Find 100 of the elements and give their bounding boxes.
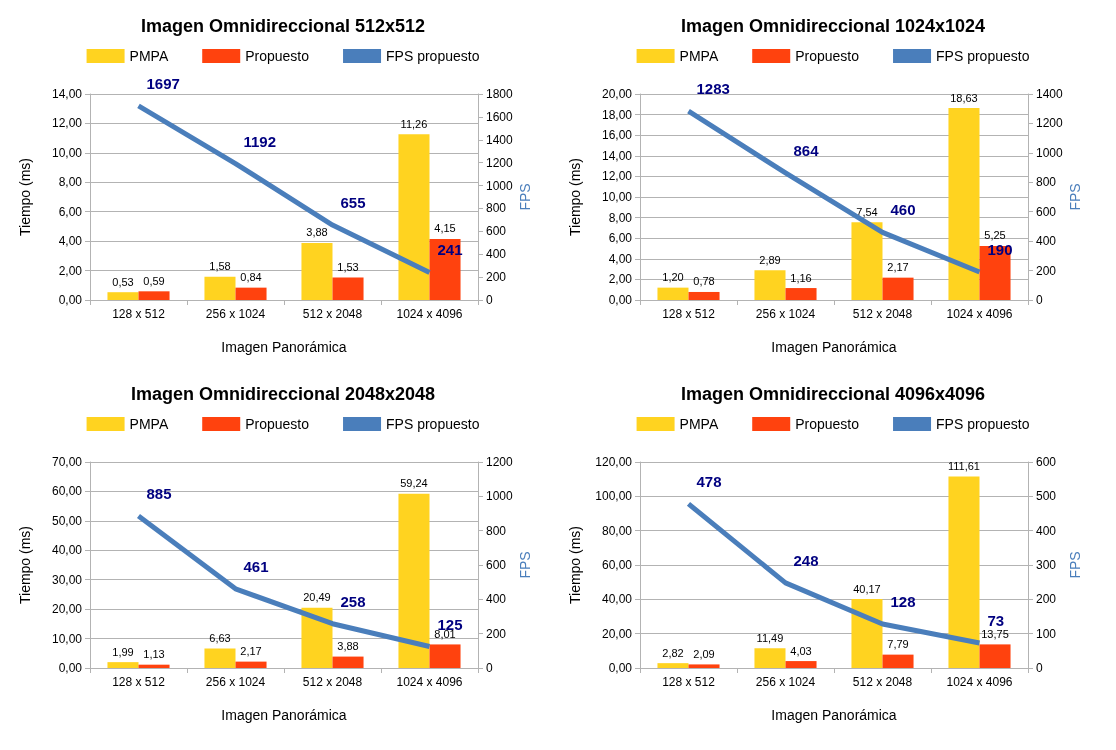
y-tick-label: 70,00 xyxy=(51,455,83,469)
y2-tick-label: 600 xyxy=(1036,204,1057,219)
y-tick-label: 2,00 xyxy=(58,263,83,278)
bar xyxy=(688,291,720,300)
y-tick-label: 0,00 xyxy=(608,661,633,675)
y-tick-label: 120,00 xyxy=(595,455,633,469)
y-tick-label: 10,00 xyxy=(601,190,633,204)
x-tick-label: 512 x 2048 xyxy=(852,307,913,321)
data-label: 18,63 xyxy=(950,91,978,104)
y2-tick-label: 300 xyxy=(1036,558,1057,572)
y2-tick-label: 200 xyxy=(486,626,507,641)
x-tick-label: 128 x 512 xyxy=(662,307,716,321)
y-tick-label: 80,00 xyxy=(601,523,633,538)
data-label: 1283 xyxy=(696,80,730,98)
data-label: 11,49 xyxy=(756,631,784,644)
data-label: 111,61 xyxy=(947,459,980,472)
y-tick-label: 0,00 xyxy=(608,293,633,307)
data-label: 0,84 xyxy=(240,271,262,284)
bar xyxy=(204,648,236,668)
data-label: 864 xyxy=(793,141,820,159)
data-label: 461 xyxy=(243,557,269,575)
y-tick-label: 20,00 xyxy=(51,602,83,617)
data-label: 1,58 xyxy=(209,260,231,273)
bar xyxy=(785,661,817,668)
data-label: 1192 xyxy=(243,132,277,150)
y2-tick-label: 200 xyxy=(1036,592,1057,607)
bar xyxy=(107,292,139,300)
chart-title: Imagen Omnidireccional 2048x2048 xyxy=(130,384,436,404)
data-label: 1,53 xyxy=(337,260,359,273)
y-tick-label: 50,00 xyxy=(51,513,83,528)
x-tick-label: 512 x 2048 xyxy=(302,307,363,321)
x-tick-label: 256 x 1024 xyxy=(755,675,816,689)
bar xyxy=(429,644,461,668)
y2-tick-label: 600 xyxy=(486,224,507,239)
y-tick-label: 60,00 xyxy=(51,484,83,499)
y2-tick-label: 800 xyxy=(1036,175,1057,190)
data-label: 3,88 xyxy=(337,640,359,653)
legend-label: FPS propuesto xyxy=(936,48,1030,64)
y2-tick-label: 200 xyxy=(486,270,507,285)
bar xyxy=(657,287,689,300)
data-label: 2,09 xyxy=(693,647,715,660)
y-tick-label: 20,00 xyxy=(601,87,633,101)
bar xyxy=(851,599,883,668)
data-label: 7,79 xyxy=(887,638,909,651)
data-label: 6,63 xyxy=(209,631,231,644)
x-tick-label: 512 x 2048 xyxy=(852,675,913,689)
y-tick-label: 14,00 xyxy=(601,148,633,163)
y-tick-label: 0,00 xyxy=(58,293,83,307)
bar xyxy=(398,134,430,300)
data-label: 258 xyxy=(340,592,366,610)
data-label: 128 xyxy=(890,593,916,611)
x-tick-label: 1024 x 4096 xyxy=(396,675,463,689)
y2-tick-label: 1200 xyxy=(486,155,514,170)
x-tick-label: 128 x 512 xyxy=(112,675,166,689)
y2-tick-label: 400 xyxy=(1036,234,1057,249)
y-tick-label: 2,00 xyxy=(608,272,633,287)
y2-tick-label: 400 xyxy=(486,247,507,262)
data-label: 1,99 xyxy=(112,645,134,658)
y-tick-label: 40,00 xyxy=(601,592,633,607)
x-tick-label: 1024 x 4096 xyxy=(946,675,1013,689)
bar xyxy=(301,607,333,668)
x-tick-label: 1024 x 4096 xyxy=(946,307,1013,321)
bar xyxy=(979,644,1011,668)
y2-tick-label: 100 xyxy=(1036,626,1057,641)
y-axis-title: Tiempo (ms) xyxy=(567,525,583,605)
bar xyxy=(332,656,364,668)
y-tick-label: 4,00 xyxy=(608,251,633,266)
legend-label: PMPA xyxy=(679,48,719,64)
data-label: 0,53 xyxy=(112,275,134,288)
bar xyxy=(107,662,139,668)
bar xyxy=(948,108,980,300)
data-label: 885 xyxy=(146,485,172,503)
y-tick-label: 40,00 xyxy=(51,543,83,558)
y-tick-label: 12,00 xyxy=(51,116,83,131)
chart-title: Imagen Omnidireccional 4096x4096 xyxy=(680,384,986,404)
x-axis-title: Imagen Panorámica xyxy=(221,707,347,723)
x-axis-title: Imagen Panorámica xyxy=(771,339,897,355)
data-label: 460 xyxy=(890,201,916,219)
y2-tick-label: 400 xyxy=(486,592,507,607)
data-label: 1,13 xyxy=(143,648,165,661)
data-label: 1697 xyxy=(146,74,180,92)
data-label: 2,82 xyxy=(662,646,684,659)
y-tick-label: 0,00 xyxy=(58,661,83,675)
legend-label: PMPA xyxy=(129,48,169,64)
y-tick-label: 6,00 xyxy=(608,231,633,246)
data-label: 2,17 xyxy=(240,645,262,658)
bar xyxy=(301,242,333,300)
legend-label: Propuesto xyxy=(245,48,310,64)
y-tick-label: 100,00 xyxy=(595,489,633,504)
bar xyxy=(882,277,914,300)
y2-tick-label: 400 xyxy=(1036,523,1057,538)
y2-axis-title: FPS xyxy=(1067,183,1083,211)
y2-tick-label: 0 xyxy=(1036,661,1043,675)
x-tick-label: 128 x 512 xyxy=(112,307,166,321)
y2-tick-label: 1800 xyxy=(486,87,514,101)
data-label: 655 xyxy=(340,194,366,212)
y-tick-label: 4,00 xyxy=(58,234,83,249)
legend-label: PMPA xyxy=(679,416,719,432)
legend-label: Propuesto xyxy=(795,48,860,64)
x-tick-label: 256 x 1024 xyxy=(205,307,266,321)
